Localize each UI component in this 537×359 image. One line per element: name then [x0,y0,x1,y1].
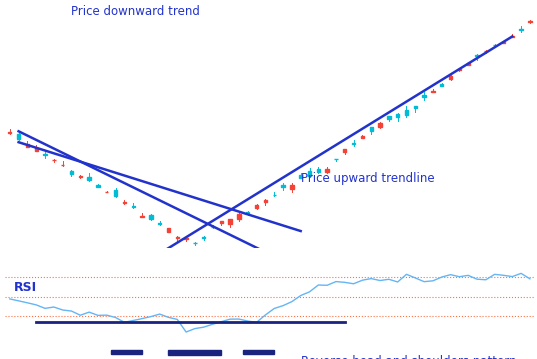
Bar [519,29,523,30]
Bar [88,177,91,180]
Bar [352,143,355,144]
Bar [114,190,117,196]
Bar [317,169,320,172]
Bar [325,169,329,172]
Bar [176,237,179,238]
Text: Price upward trendline: Price upward trendline [301,172,434,185]
Bar [17,134,20,139]
Bar [202,237,205,238]
Bar [26,144,29,147]
Bar [467,63,470,65]
Bar [255,205,258,208]
Bar [387,116,390,119]
Bar [343,149,346,152]
Bar [70,171,73,174]
Bar [449,76,452,79]
Bar [369,127,373,131]
Bar [246,212,250,213]
Bar [290,185,294,189]
Bar [396,114,400,117]
Bar [361,136,364,137]
Bar [169,350,221,355]
Bar [511,36,514,37]
Bar [431,91,434,92]
Bar [158,223,161,224]
Bar [299,175,302,178]
Bar [379,123,382,127]
Bar [502,42,505,43]
Bar [8,132,11,134]
Bar [237,214,241,219]
Bar [405,109,408,115]
Bar [475,55,478,56]
Bar [229,219,232,224]
Bar [423,94,426,97]
Bar [96,185,99,187]
Bar [440,84,444,86]
Bar [264,200,267,202]
Bar [167,228,170,232]
Text: Reverse head and shoulders pattern: Reverse head and shoulders pattern [301,355,516,359]
Text: RSI: RSI [14,281,37,294]
Bar [281,185,285,187]
Bar [184,238,188,239]
Text: Price downward trend: Price downward trend [71,5,200,18]
Bar [149,215,153,219]
Bar [493,45,496,46]
Bar [413,106,417,108]
Bar [111,350,142,354]
Bar [123,201,126,203]
Bar [528,21,532,22]
Bar [458,69,461,70]
Bar [308,171,311,176]
Bar [52,159,55,160]
Bar [78,176,82,177]
Bar [34,148,38,151]
Bar [132,206,135,207]
Bar [140,215,144,217]
Bar [243,350,274,354]
Bar [220,222,223,223]
